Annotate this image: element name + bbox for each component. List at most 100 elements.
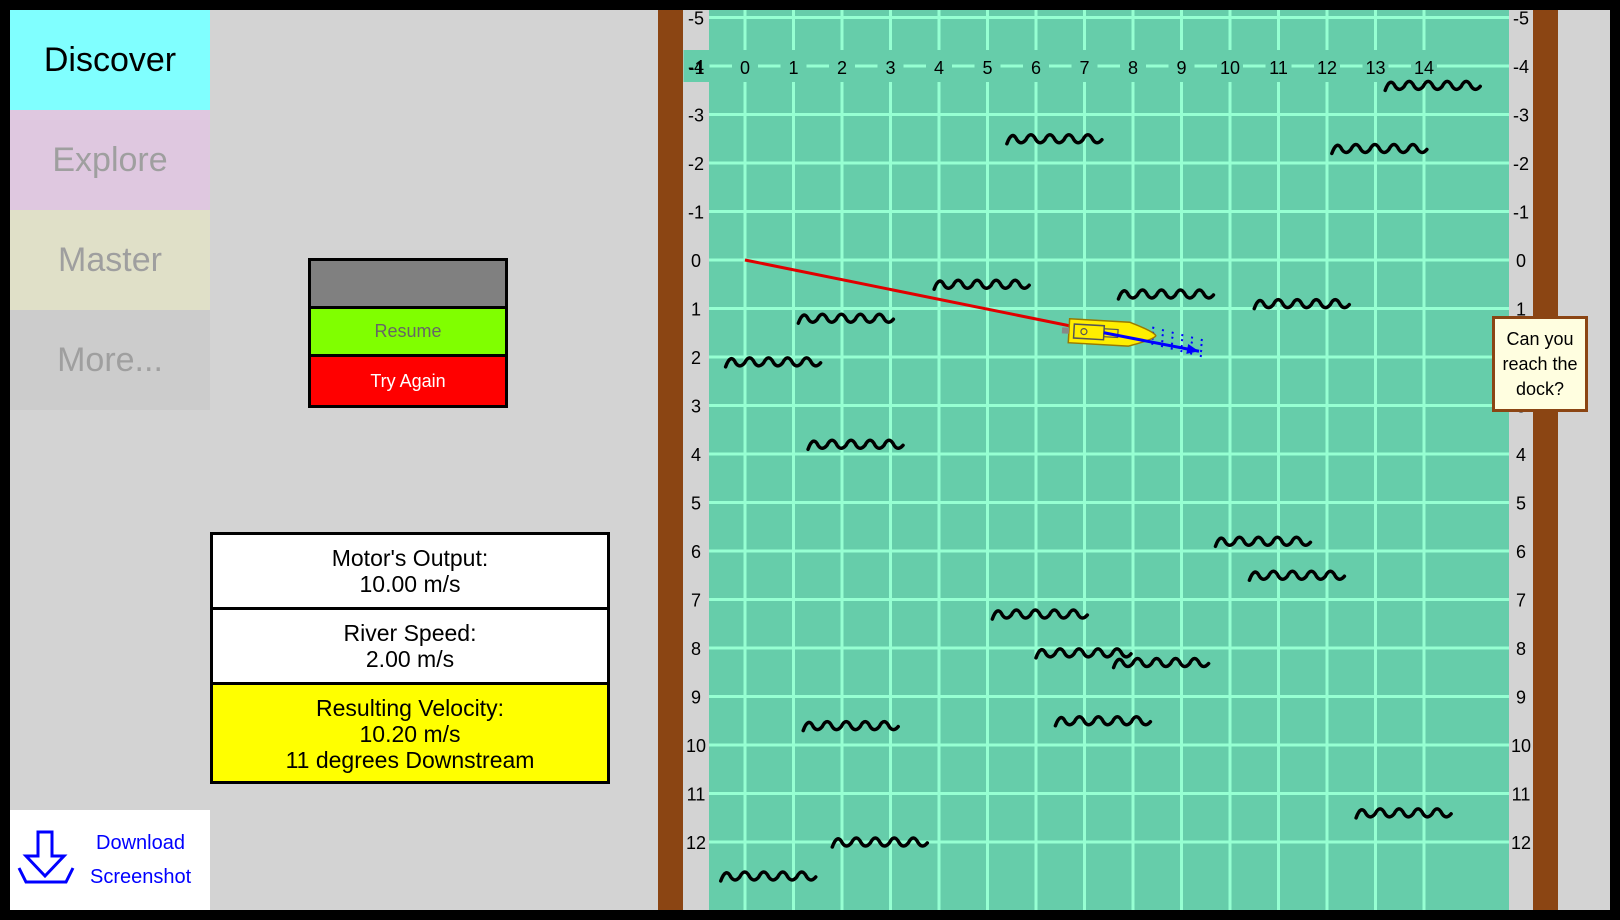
x-tick-label: 11 — [1269, 58, 1288, 78]
y-tick-label-right: 7 — [1516, 591, 1526, 611]
river-speed-value: 2.00 m/s — [365, 646, 455, 672]
nav-more[interactable]: More... — [10, 310, 210, 410]
y-tick-label-left: -2 — [688, 154, 704, 174]
nav-discover[interactable]: Discover — [10, 10, 210, 110]
resulting-velocity-arrow — [1103, 331, 1200, 354]
waves — [719, 79, 1482, 883]
y-tick-label-left: 7 — [691, 591, 701, 611]
x-tick-label-bg — [683, 50, 710, 82]
y-tick-label-right: -5 — [1513, 10, 1529, 29]
start-button[interactable] — [311, 261, 505, 309]
y-tick-label-left: 10 — [686, 736, 706, 756]
x-tick-label: 13 — [1365, 58, 1385, 78]
y-tick-label-right: 0 — [1516, 251, 1526, 271]
y-tick-label-left: 11 — [687, 785, 706, 805]
x-tick-label-bg — [1314, 50, 1340, 82]
x-axis-labels: -1 0 1 2 3 4 5 6 7 8 9 10 11 12 13 14 — [683, 50, 1437, 82]
motor-output-box: Motor's Output: 10.00 m/s — [213, 535, 607, 607]
download-screenshot-button[interactable]: Download Screenshot — [10, 810, 210, 910]
y-tick-label-right: -1 — [1513, 203, 1529, 223]
velocity-readouts: Motor's Output: 10.00 m/s River Speed: 2… — [210, 532, 610, 784]
x-tick-label-bg — [1265, 50, 1292, 82]
wave — [1383, 79, 1482, 93]
try-again-button[interactable]: Try Again — [311, 357, 505, 405]
y-tick-label-left: 1 — [691, 300, 701, 320]
y-tick-label-left: 4 — [691, 445, 701, 465]
wave — [719, 870, 818, 883]
y-tick-label-right: -4 — [1513, 57, 1529, 77]
resulting-velocity-direction: 11 degrees Downstream — [285, 747, 535, 773]
resulting-velocity-label: Resulting Velocity: — [316, 695, 504, 721]
nav-explore[interactable]: Explore — [10, 110, 210, 210]
y-tick-label-right: 5 — [1516, 494, 1526, 514]
y-tick-label-left: 12 — [686, 833, 706, 853]
wave — [1330, 142, 1429, 156]
river-speed-box: River Speed: 2.00 m/s — [213, 610, 607, 682]
wave — [990, 608, 1090, 621]
x-tick-label-bg — [1023, 50, 1049, 82]
app-root: Discover Explore Master More... Resume T… — [10, 10, 1610, 910]
wave — [806, 438, 905, 452]
x-tick-label-bg — [1362, 50, 1389, 82]
x-tick-label-bg — [1120, 50, 1146, 82]
x-tick-label: 0 — [740, 58, 750, 78]
y-tick-label-left: 9 — [691, 688, 701, 708]
left-scale — [683, 10, 709, 910]
y-tick-label-left: 2 — [691, 348, 701, 368]
x-tick-label-bg — [732, 50, 758, 82]
x-tick-label-bg — [780, 50, 807, 82]
x-tick-label-bg — [1411, 50, 1437, 82]
y-tick-label-right: 10 — [1511, 736, 1531, 756]
x-tick-label: 8 — [1128, 58, 1138, 78]
x-tick-label-bg — [974, 50, 1001, 82]
y-tick-label-left: -1 — [688, 203, 704, 223]
x-tick-label: -1 — [688, 58, 704, 78]
boat-path-line — [744, 258, 1105, 335]
control-panel: Resume Try Again — [308, 258, 508, 408]
wave — [1247, 569, 1347, 582]
motor-output-value: 10.00 m/s — [359, 571, 461, 597]
x-tick-label: 2 — [837, 58, 847, 78]
x-tick-label: 7 — [1079, 58, 1089, 78]
x-tick-label: 10 — [1220, 58, 1240, 78]
x-tick-label: 12 — [1317, 58, 1337, 78]
y-tick-label-right: 6 — [1516, 542, 1526, 562]
resume-button[interactable]: Resume — [311, 309, 505, 357]
y-tick-label-right: 12 — [1511, 833, 1531, 853]
download-icon — [17, 830, 75, 884]
y-tick-label-left: 8 — [691, 639, 701, 659]
download-label-line2: Screenshot — [90, 866, 192, 888]
dock-prompt: Can you reach the dock? — [1492, 316, 1588, 412]
x-tick-label: 1 — [788, 58, 798, 78]
arrow-shaft — [1103, 331, 1200, 353]
x-tick-label-bg — [1071, 50, 1098, 82]
resulting-velocity-value: 10.20 m/s — [359, 721, 461, 747]
x-tick-label-bg — [1168, 50, 1195, 82]
nav-master[interactable]: Master — [10, 210, 210, 310]
wave — [1213, 535, 1313, 549]
wave — [1053, 715, 1153, 728]
wave — [1116, 288, 1216, 301]
y-tick-label-right: 1 — [1516, 300, 1526, 320]
boat-seat — [1080, 327, 1088, 336]
motor-output-label: Motor's Output: — [331, 545, 489, 571]
wave — [723, 356, 823, 369]
x-tick-label-bg — [829, 50, 855, 82]
river-map[interactable]: -1 0 1 2 3 4 5 6 7 8 9 10 11 12 13 14 -5 -5-4 -4-3 -3-2 -2-… — [658, 10, 1610, 910]
x-tick-label: 4 — [934, 58, 944, 78]
x-tick-label: 6 — [1031, 58, 1041, 78]
right-scale — [1509, 10, 1533, 910]
right-bank — [1533, 10, 1558, 910]
x-tick-label-bg — [877, 50, 904, 82]
y-tick-label-left: -4 — [688, 57, 704, 77]
arrow-head — [1186, 344, 1200, 354]
wave — [796, 312, 896, 325]
y-tick-label-left: 3 — [691, 397, 701, 417]
boat-motor — [1061, 327, 1070, 334]
resulting-velocity-box: Resulting Velocity: 10.20 m/s 11 degrees… — [213, 685, 607, 781]
y-tick-label-left: 5 — [691, 494, 701, 514]
x-tick-label: 14 — [1414, 58, 1434, 78]
dock-area — [1558, 10, 1610, 910]
download-label-line1: Download — [96, 832, 185, 854]
y-tick-label-right: 11 — [1512, 785, 1531, 805]
